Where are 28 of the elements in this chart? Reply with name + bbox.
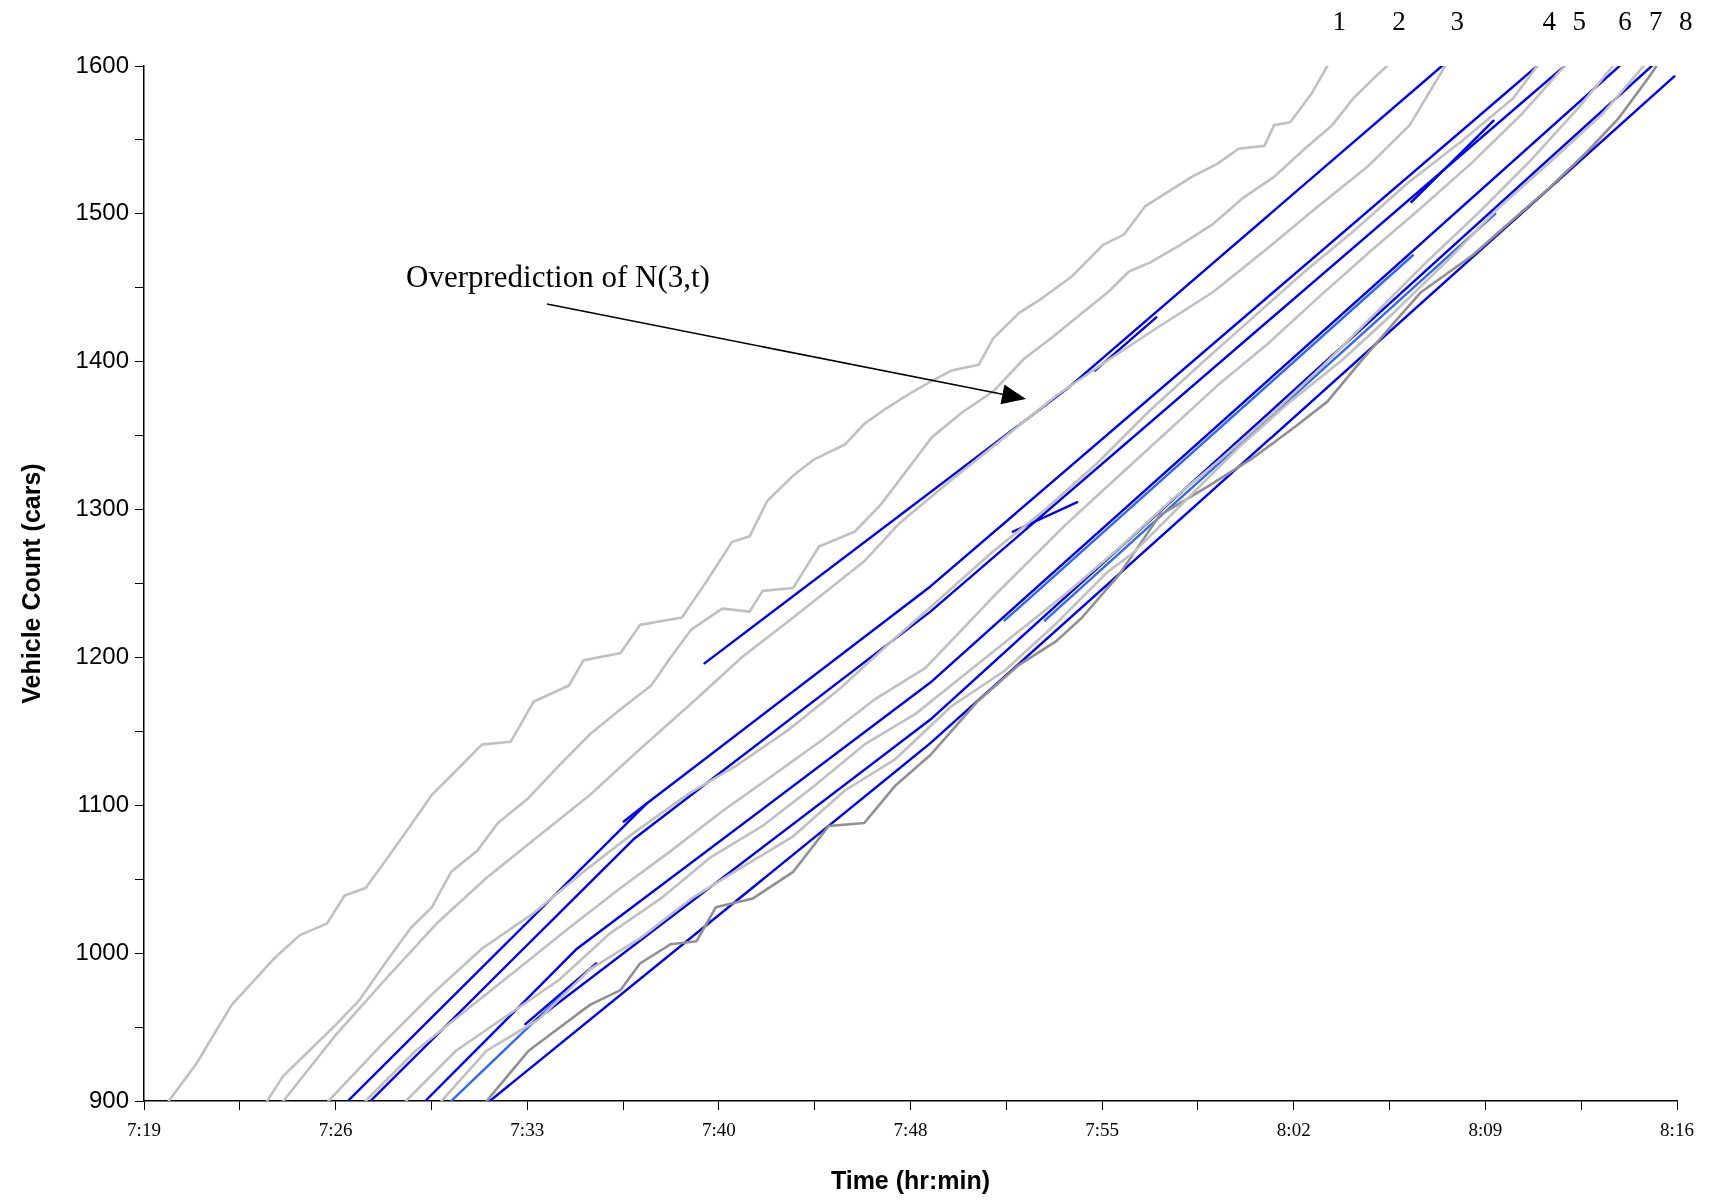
- series-label: 6: [1618, 6, 1632, 36]
- x-tick-label: 7:40: [701, 1119, 736, 1141]
- y-tick-label: 1600: [75, 50, 129, 78]
- y-tick-label: 1000: [75, 937, 129, 965]
- series-label: 5: [1572, 6, 1586, 36]
- y-axis-title: Vehicle Count (cars): [16, 463, 45, 704]
- series-label: 4: [1542, 6, 1557, 36]
- x-axis-title: Time (hr:min): [830, 1165, 991, 1194]
- y-tick-label: 900: [88, 1085, 129, 1113]
- series-label: 7: [1648, 6, 1663, 36]
- annotation: Overprediction of N(3,t): [406, 259, 710, 294]
- series-label: 2: [1392, 6, 1406, 36]
- x-tick-label: 8:09: [1468, 1119, 1503, 1141]
- y-tick-label: 1300: [75, 494, 129, 522]
- series-label: 8: [1678, 6, 1693, 36]
- y-tick-label: 1500: [75, 198, 129, 226]
- x-tick-label: 8:16: [1660, 1119, 1694, 1141]
- series-label: 3: [1450, 6, 1464, 36]
- series-label: 1: [1332, 6, 1347, 36]
- x-tick-label: 7:26: [318, 1119, 353, 1141]
- x-tick-label: 7:48: [893, 1119, 928, 1141]
- x-tick-label: 8:02: [1276, 1119, 1311, 1141]
- x-tick-label: 7:19: [127, 1119, 161, 1141]
- x-tick-label: 7:33: [510, 1119, 545, 1141]
- x-tick-label: 7:55: [1085, 1119, 1120, 1141]
- y-tick-label: 1400: [75, 346, 129, 374]
- y-tick-label: 1200: [75, 642, 129, 670]
- y-tick-label: 1100: [77, 789, 129, 817]
